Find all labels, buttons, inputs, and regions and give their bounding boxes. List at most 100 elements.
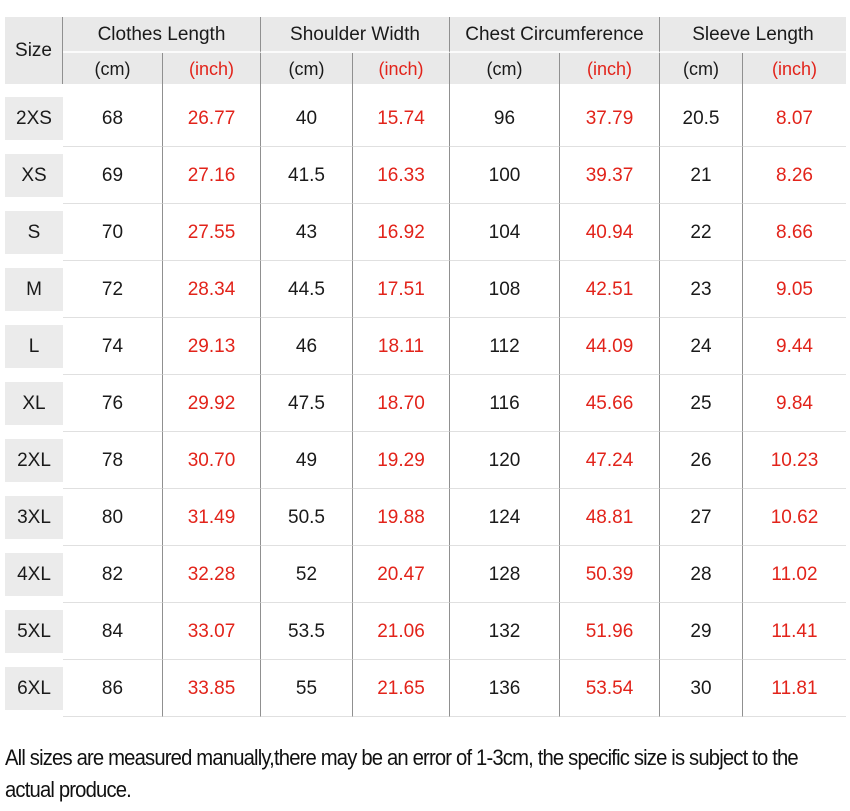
group-header-sleeve-length: Sleeve Length	[660, 17, 846, 53]
value-cell-cm: 128	[450, 546, 560, 603]
size-cell: XS	[5, 147, 63, 204]
value-cell-inch: 44.09	[560, 318, 660, 375]
size-chip: 5XL	[5, 610, 63, 653]
value-cell-inch: 17.51	[353, 261, 450, 318]
value-cell-cm: 28	[660, 546, 743, 603]
value-cell-inch: 8.26	[743, 147, 846, 204]
value-cell-inch: 11.02	[743, 546, 846, 603]
gap-cell	[743, 84, 846, 90]
unit-cm-label: (cm)	[261, 53, 353, 84]
gap-cell	[660, 84, 743, 90]
value-cell-cm: 44.5	[261, 261, 353, 318]
value-cell-inch: 29.13	[163, 318, 261, 375]
value-cell-cm: 26	[660, 432, 743, 489]
size-chart-table: Size Clothes Length Shoulder Width Chest…	[5, 17, 846, 717]
value-cell-inch: 9.05	[743, 261, 846, 318]
value-cell-inch: 29.92	[163, 375, 261, 432]
size-cell: 2XL	[5, 432, 63, 489]
value-cell-inch: 19.88	[353, 489, 450, 546]
value-cell-cm: 52	[261, 546, 353, 603]
value-cell-inch: 16.92	[353, 204, 450, 261]
size-cell: 6XL	[5, 660, 63, 717]
value-cell-inch: 18.70	[353, 375, 450, 432]
value-cell-inch: 48.81	[560, 489, 660, 546]
value-cell-cm: 78	[63, 432, 163, 489]
value-cell-inch: 20.47	[353, 546, 450, 603]
value-cell-inch: 16.33	[353, 147, 450, 204]
value-cell-inch: 47.24	[560, 432, 660, 489]
size-chip: 6XL	[5, 667, 63, 710]
value-cell-inch: 18.11	[353, 318, 450, 375]
value-cell-cm: 69	[63, 147, 163, 204]
value-cell-cm: 24	[660, 318, 743, 375]
measurement-disclaimer: All sizes are measured manually,there ma…	[5, 745, 799, 802]
value-cell-cm: 47.5	[261, 375, 353, 432]
value-cell-cm: 70	[63, 204, 163, 261]
value-cell-inch: 11.81	[743, 660, 846, 717]
value-cell-inch: 10.23	[743, 432, 846, 489]
value-cell-cm: 55	[261, 660, 353, 717]
value-cell-cm: 20.5	[660, 90, 743, 147]
size-cell: M	[5, 261, 63, 318]
value-cell-inch: 26.77	[163, 90, 261, 147]
value-cell-inch: 40.94	[560, 204, 660, 261]
value-cell-cm: 40	[261, 90, 353, 147]
size-cell: XL	[5, 375, 63, 432]
value-cell-cm: 30	[660, 660, 743, 717]
unit-inch-label: (inch)	[560, 53, 660, 84]
value-cell-inch: 42.51	[560, 261, 660, 318]
gap-cell	[450, 84, 560, 90]
size-cell: 4XL	[5, 546, 63, 603]
unit-cm-label: (cm)	[63, 53, 163, 84]
size-cell: 5XL	[5, 603, 63, 660]
size-chip: 2XS	[5, 97, 63, 140]
value-cell-cm: 22	[660, 204, 743, 261]
value-cell-inch: 51.96	[560, 603, 660, 660]
value-cell-cm: 82	[63, 546, 163, 603]
value-cell-cm: 116	[450, 375, 560, 432]
value-cell-cm: 46	[261, 318, 353, 375]
value-cell-cm: 68	[63, 90, 163, 147]
gap-cell	[5, 84, 63, 90]
value-cell-inch: 11.41	[743, 603, 846, 660]
value-cell-inch: 10.62	[743, 489, 846, 546]
value-cell-inch: 39.37	[560, 147, 660, 204]
unit-inch-label: (inch)	[743, 53, 846, 84]
value-cell-cm: 72	[63, 261, 163, 318]
value-cell-cm: 27	[660, 489, 743, 546]
size-cell: 2XS	[5, 90, 63, 147]
value-cell-inch: 27.55	[163, 204, 261, 261]
group-header-chest-circumference: Chest Circumference	[450, 17, 660, 53]
size-chip: XL	[5, 382, 63, 425]
value-cell-inch: 21.06	[353, 603, 450, 660]
group-header-shoulder-width: Shoulder Width	[261, 17, 450, 53]
value-cell-cm: 132	[450, 603, 560, 660]
value-cell-cm: 96	[450, 90, 560, 147]
unit-inch-label: (inch)	[353, 53, 450, 84]
value-cell-cm: 120	[450, 432, 560, 489]
size-chip: L	[5, 325, 63, 368]
value-cell-cm: 25	[660, 375, 743, 432]
unit-cm-label: (cm)	[450, 53, 560, 84]
value-cell-cm: 41.5	[261, 147, 353, 204]
value-cell-cm: 23	[660, 261, 743, 318]
gap-cell	[261, 84, 353, 90]
value-cell-inch: 45.66	[560, 375, 660, 432]
value-cell-cm: 86	[63, 660, 163, 717]
size-chip: 3XL	[5, 496, 63, 539]
size-chip: XS	[5, 154, 63, 197]
value-cell-cm: 50.5	[261, 489, 353, 546]
size-cell: L	[5, 318, 63, 375]
value-cell-cm: 21	[660, 147, 743, 204]
value-cell-inch: 8.66	[743, 204, 846, 261]
gap-cell	[353, 84, 450, 90]
value-cell-inch: 30.70	[163, 432, 261, 489]
value-cell-inch: 37.79	[560, 90, 660, 147]
value-cell-inch: 33.07	[163, 603, 261, 660]
gap-cell	[63, 84, 163, 90]
value-cell-cm: 53.5	[261, 603, 353, 660]
value-cell-cm: 136	[450, 660, 560, 717]
group-header-clothes-length: Clothes Length	[63, 17, 261, 53]
value-cell-inch: 33.85	[163, 660, 261, 717]
value-cell-inch: 8.07	[743, 90, 846, 147]
